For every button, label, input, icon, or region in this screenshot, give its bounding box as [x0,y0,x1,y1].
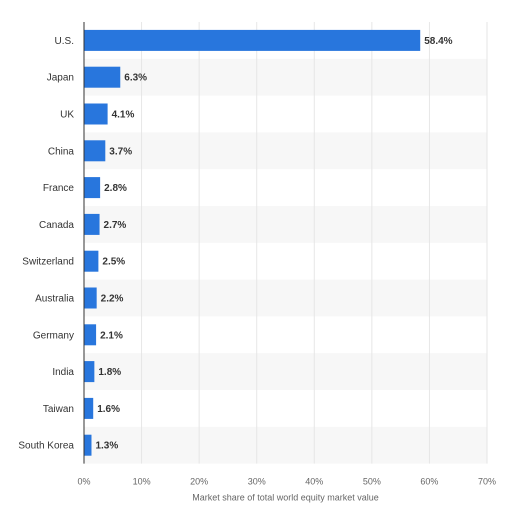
category-label-france: France [43,183,75,194]
bar-japan[interactable] [84,66,121,88]
grid-lines [141,22,488,464]
value-label-australia: 2.2% [101,294,124,305]
value-label-india: 1.8% [98,367,121,378]
category-label-uk: UK [60,110,74,121]
bar-uk[interactable] [84,103,108,125]
value-label-uk: 4.1% [112,110,135,121]
bars [84,29,421,456]
value-label-france: 2.8% [104,183,127,194]
value-label-germany: 2.1% [100,330,123,341]
category-label-switzerland: Switzerland [22,257,74,268]
x-tick-label: 30% [248,477,266,487]
x-tick-label: 60% [420,477,438,487]
value-label-south-korea: 1.3% [95,441,118,452]
bar-india[interactable] [84,361,95,383]
category-label-australia: Australia [35,294,74,305]
row-stripe [84,132,487,170]
x-tick-label: 10% [133,477,151,487]
category-label-south-korea: South Korea [18,441,74,452]
value-label-u-s: 58.4% [424,36,452,47]
x-tick-label: 20% [190,477,208,487]
value-label-china: 3.7% [109,146,132,157]
category-label-canada: Canada [39,220,74,231]
value-label-taiwan: 1.6% [97,404,120,415]
value-labels: 58.4% 6.3% 4.1% 3.7% 2.8% 2.7% 2.5% 2.2% 2.1% 1.8… [95,36,452,452]
row-stripe [84,426,487,464]
category-labels: U.S. Japan UK China France Canada Switzerland A… [18,36,74,452]
bar-france[interactable] [84,177,101,199]
category-label-u-s: U.S. [55,36,74,47]
value-label-japan: 6.3% [124,73,147,84]
x-axis-title: Market share of total world equity marke… [192,493,379,503]
bar-south-korea[interactable] [84,434,92,456]
category-label-germany: Germany [33,330,74,341]
x-tick-label: 40% [305,477,323,487]
bar-taiwan[interactable] [84,397,94,419]
row-stripe [84,279,487,317]
row-stripe [84,206,487,243]
row-stripe [84,353,487,390]
bar-canada[interactable] [84,213,100,235]
bar-switzerland[interactable] [84,250,99,272]
category-label-china: China [48,146,75,157]
row-stripe [84,58,487,96]
row-stripes [84,58,487,464]
category-label-taiwan: Taiwan [43,404,74,415]
value-label-canada: 2.7% [104,220,127,231]
x-tick-label: 70% [478,477,496,487]
bar-australia[interactable] [84,287,97,309]
bar-u-s[interactable] [84,29,421,51]
x-tick-label: 0% [77,477,90,487]
x-tick-label: 50% [363,477,381,487]
category-label-japan: Japan [47,73,74,84]
bar-china[interactable] [84,140,106,162]
category-label-india: India [52,367,74,378]
bar-germany[interactable] [84,324,97,346]
x-tick-labels: 0% 10% 20% 30% 40% 50% 60% 70% [77,477,496,487]
value-label-switzerland: 2.5% [102,257,125,268]
